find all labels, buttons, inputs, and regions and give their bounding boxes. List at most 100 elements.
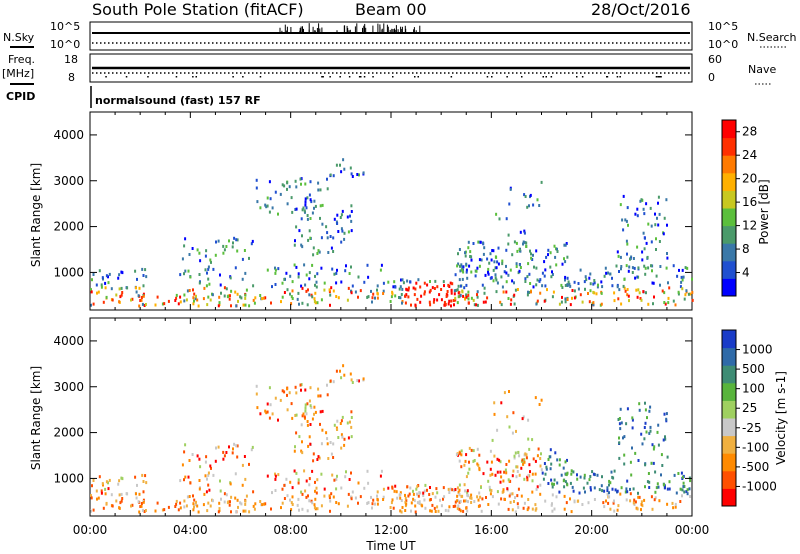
data-cell	[665, 266, 668, 270]
data-cell	[518, 269, 521, 273]
data-cell	[295, 431, 298, 435]
data-cell	[119, 501, 122, 505]
data-cell	[297, 275, 300, 279]
data-cell	[321, 409, 324, 413]
data-cell	[562, 479, 565, 483]
data-cell	[244, 499, 247, 503]
data-cell	[279, 192, 282, 196]
data-cell	[274, 396, 277, 400]
data-cell	[177, 302, 180, 306]
data-cell	[167, 299, 170, 303]
data-cell	[139, 505, 142, 508]
data-cell	[299, 177, 302, 181]
data-cell	[465, 283, 468, 287]
data-cell	[175, 296, 178, 300]
data-cell	[472, 459, 475, 463]
data-cell	[448, 299, 451, 303]
data-cell	[179, 506, 182, 510]
data-cell	[349, 372, 352, 376]
data-cell	[609, 507, 612, 511]
nave-label: Nave	[748, 63, 776, 76]
data-cell	[210, 466, 212, 470]
data-cell	[181, 257, 184, 261]
data-cell	[540, 468, 543, 472]
data-cell	[661, 464, 664, 467]
data-cell	[528, 272, 531, 276]
data-cell	[340, 376, 343, 380]
data-cell	[306, 303, 309, 307]
data-cell	[274, 266, 276, 270]
data-cell	[685, 490, 688, 493]
data-cell	[447, 509, 450, 513]
data-cell	[261, 297, 264, 301]
data-cell	[407, 288, 410, 292]
xtick-label: 08:00	[273, 523, 308, 537]
data-cell	[218, 507, 221, 511]
ytick-label: 1000	[53, 471, 84, 485]
data-cell	[286, 387, 289, 391]
data-cell	[644, 408, 647, 412]
data-cell	[285, 271, 288, 275]
data-cell	[265, 411, 268, 415]
data-cell	[407, 494, 410, 498]
data-cell	[358, 173, 360, 177]
data-cell	[268, 180, 271, 184]
data-cell	[459, 269, 462, 273]
data-cell	[519, 266, 522, 269]
data-cell	[654, 470, 657, 474]
data-cell	[316, 272, 319, 276]
data-cell	[522, 506, 525, 510]
data-cell	[689, 479, 692, 483]
data-cell	[528, 204, 530, 208]
data-cell	[143, 510, 146, 513]
data-cell	[234, 266, 237, 270]
data-cell	[464, 489, 467, 493]
data-cell	[464, 297, 467, 301]
data-cell	[643, 437, 646, 441]
data-cell	[138, 286, 141, 290]
colorbar-segment	[722, 225, 736, 244]
data-cell	[308, 483, 311, 487]
data-cell	[619, 255, 622, 259]
data-cell	[576, 473, 578, 477]
data-cell	[668, 480, 671, 484]
data-cell	[529, 249, 531, 253]
data-cell	[426, 283, 429, 287]
data-cell	[326, 383, 328, 387]
data-cell	[120, 293, 123, 297]
data-cell	[399, 285, 402, 289]
data-cell	[207, 501, 210, 505]
data-cell	[226, 501, 229, 505]
data-cell	[212, 267, 215, 271]
data-cell	[341, 435, 344, 439]
data-cell	[234, 290, 237, 294]
data-cell	[240, 296, 243, 300]
data-cell	[271, 285, 273, 289]
data-cell	[536, 198, 539, 202]
data-cell	[252, 298, 255, 302]
data-cell	[512, 411, 515, 415]
data-cell	[143, 304, 146, 307]
data-cell	[553, 482, 555, 486]
data-cell	[536, 278, 539, 282]
data-cell	[529, 193, 532, 197]
data-cell	[312, 459, 315, 463]
data-cell	[340, 227, 343, 231]
data-cell	[663, 301, 666, 304]
data-cell	[332, 236, 335, 240]
data-cell	[433, 287, 436, 290]
data-cell	[658, 212, 661, 216]
data-cell	[454, 298, 457, 302]
data-cell	[457, 295, 460, 299]
data-cell	[100, 491, 103, 495]
data-cell	[629, 487, 631, 491]
data-cell	[274, 283, 277, 286]
data-cell	[504, 468, 507, 472]
data-cell	[478, 466, 481, 470]
data-cell	[104, 492, 107, 496]
data-cell	[451, 282, 454, 286]
data-cell	[395, 490, 398, 494]
data-cell	[496, 260, 499, 264]
data-cell	[108, 272, 111, 276]
data-cell	[465, 506, 468, 510]
